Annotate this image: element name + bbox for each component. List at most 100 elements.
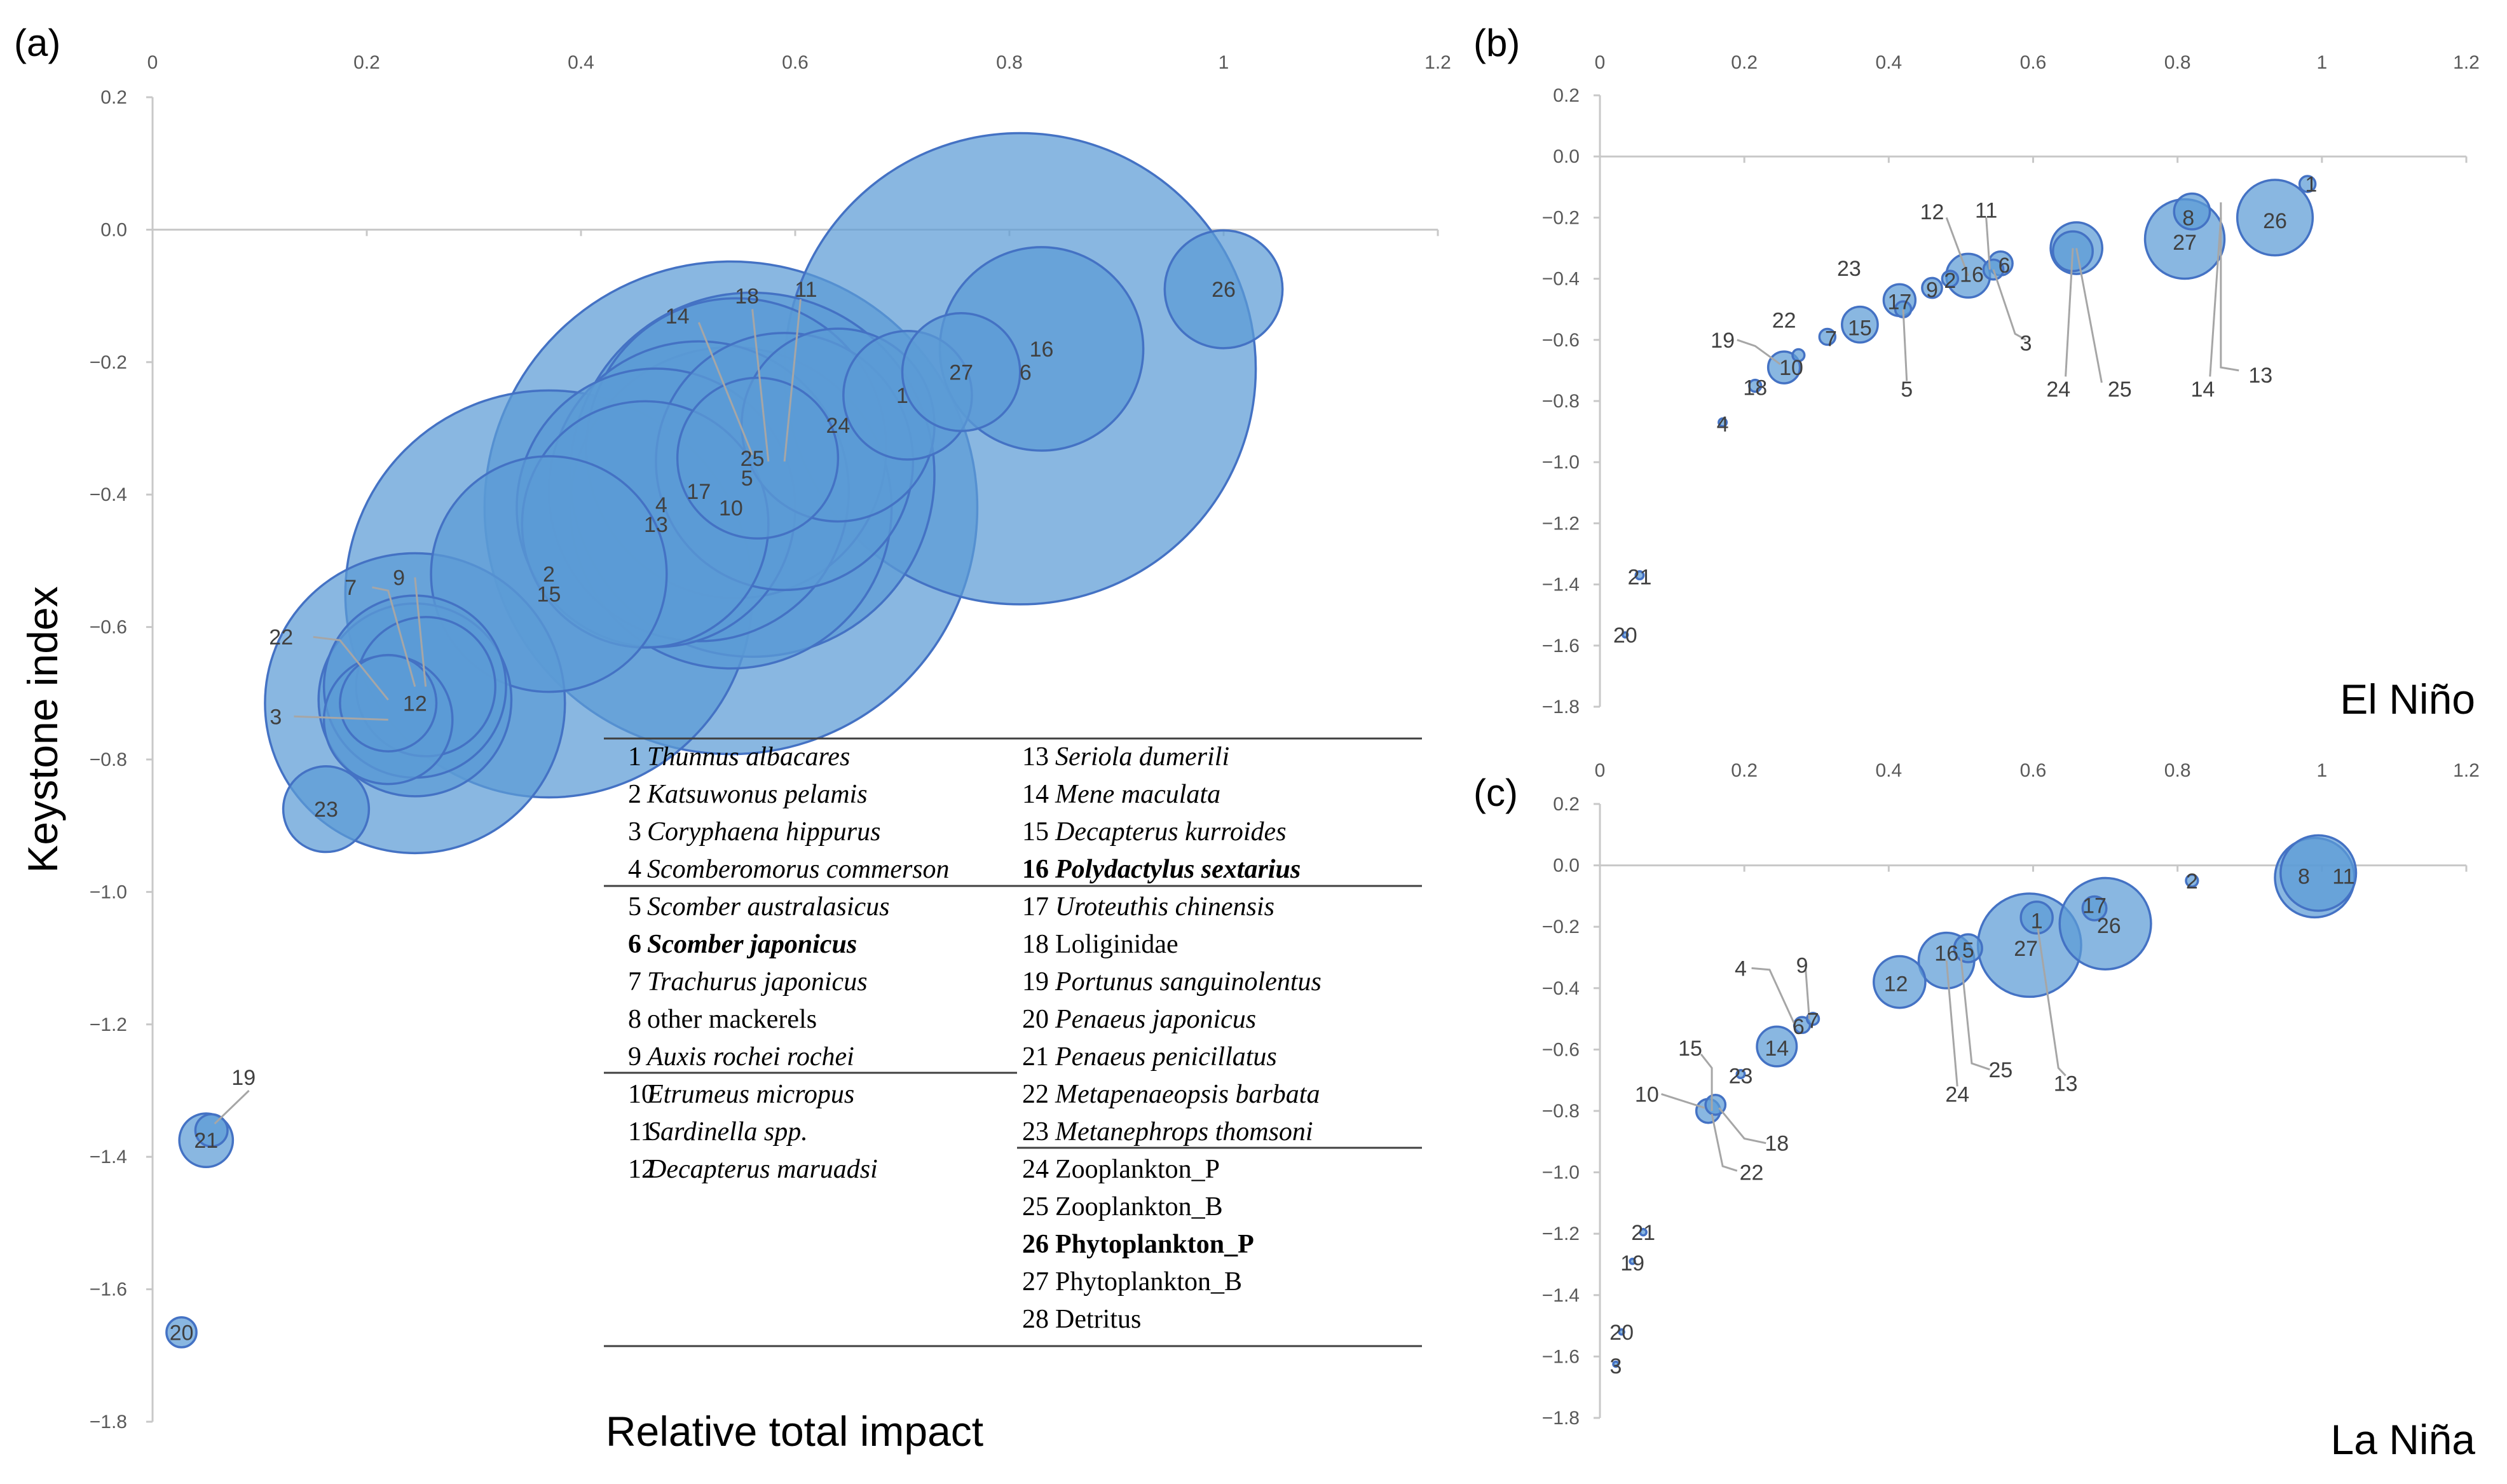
point-label-12: 12	[1920, 200, 1944, 224]
x-tick-label: 0.4	[1875, 52, 1902, 73]
bubble-point-10	[1766, 350, 1801, 385]
panel-a-tag: (a)	[14, 22, 60, 64]
panel-c-caption: La Niña	[2331, 1416, 2476, 1463]
point-label-13: 13	[2248, 364, 2272, 388]
bubble-point-22	[1791, 348, 1806, 362]
point-label-17: 17	[1887, 290, 1911, 315]
bubble-point-2	[2185, 873, 2199, 888]
x-tick-label: 1.2	[2453, 760, 2480, 781]
bubble-point-21	[1639, 1228, 1648, 1237]
point-label-18: 18	[1765, 1132, 1789, 1156]
x-tick-label: 0.6	[782, 52, 809, 73]
legend-entry-20: 20 Penaeus japonicus	[1022, 1005, 1256, 1034]
point-label-13: 13	[644, 513, 668, 537]
bubble-point-1	[2298, 175, 2317, 193]
point-label-3: 3	[1610, 1354, 1622, 1378]
bubble-point-27	[901, 312, 1021, 432]
legend-entry-6: 6 Scomber japonicus	[628, 930, 857, 959]
y-tick-label: −1.2	[90, 1014, 127, 1035]
legend-entry-17: 17 Uroteuthis chinensis	[1022, 892, 1274, 922]
legend-entry-10: 10Etrumeus micropus	[628, 1080, 854, 1109]
y-tick-label: −0.6	[1542, 330, 1580, 351]
bubble-point-23	[282, 765, 371, 854]
y-tick-label: −1.0	[90, 882, 127, 902]
point-label-6: 6	[1020, 360, 1032, 385]
legend-entry-8: 8 other mackerels	[628, 1005, 817, 1034]
point-label-13: 13	[2054, 1072, 2078, 1096]
bubble-point-12	[1873, 955, 1927, 1009]
x-tick-label: 0.8	[2164, 760, 2191, 781]
legend-entry-7: 7 Trachurus japonicus	[628, 967, 868, 997]
leader-line	[1711, 1113, 1738, 1172]
point-label-21: 21	[1628, 566, 1652, 590]
leader-line	[1805, 969, 1810, 1019]
legend-entry-18: 18 Loliginidae	[1022, 930, 1178, 959]
y-tick-label: −0.8	[1542, 391, 1580, 412]
x-tick-label: 0.4	[568, 52, 594, 73]
legend-entry-16: 16 Polydactylus sextarius	[1022, 855, 1301, 884]
bubble-point-26	[1163, 229, 1284, 350]
point-label-26: 26	[1212, 278, 1236, 302]
x-tick-label: 0	[1595, 52, 1606, 73]
point-label-1: 1	[2031, 909, 2043, 934]
point-label-18: 18	[735, 285, 759, 309]
panel-c-chart: 0 0.2 0.4 0.6 0.8 1 1.2 0.2 0.0 −0.2 −0.4 −0.6 −0.8 −…	[1542, 760, 2480, 1429]
point-label-2: 2	[2186, 869, 2198, 894]
legend-entry-25: 25 Zooplankton_B	[1022, 1192, 1223, 1222]
point-label-24: 24	[2046, 378, 2070, 402]
legend-entry-14: 14 Mene maculata	[1022, 780, 1220, 809]
x-tick-label: 0.6	[2020, 760, 2047, 781]
point-label-21: 21	[1631, 1221, 1655, 1245]
y-tick-label: −1.6	[1542, 636, 1580, 657]
bubble-point-23	[1735, 1069, 1746, 1080]
x-tick-label: 1	[2316, 52, 2327, 73]
legend-entry-19: 19 Portunus sanguinolentus	[1022, 967, 1322, 997]
point-label-3: 3	[2020, 332, 2032, 356]
point-label-15: 15	[1678, 1037, 1702, 1061]
point-label-24: 24	[826, 414, 850, 438]
point-label-19: 19	[1620, 1251, 1644, 1276]
bubble-point-14	[1756, 1025, 1798, 1068]
point-label-4: 4	[1717, 412, 1729, 437]
bubble-point-8	[2279, 834, 2358, 912]
panel-a-x-axis-title: Relative total impact	[606, 1408, 983, 1455]
point-label-14: 14	[666, 304, 690, 329]
y-tick-label: −1.8	[90, 1412, 127, 1433]
point-label-23: 23	[1729, 1064, 1753, 1088]
x-tick-label: 0.8	[2164, 52, 2191, 73]
leader-line	[2065, 248, 2074, 377]
legend-entry-3: 3 Coryphaena hippurus	[628, 817, 881, 847]
leader-line	[1902, 309, 1908, 381]
bubble-point-20	[1622, 631, 1629, 639]
x-tick-label: 0	[147, 52, 158, 73]
leader-line	[1945, 217, 1969, 276]
leader-line	[372, 586, 416, 687]
point-label-10: 10	[1779, 356, 1803, 380]
leader-line	[1700, 1053, 1713, 1111]
legend-entry-21: 21 Penaeus penicillatus	[1022, 1042, 1277, 1072]
x-tick-label: 0.2	[1731, 52, 1758, 73]
point-label-16: 16	[1030, 337, 1054, 362]
point-label-8: 8	[2182, 206, 2194, 230]
legend-entry-1: 1 Thunnus albacares	[628, 742, 850, 772]
y-tick-label: −1.2	[1542, 1223, 1580, 1244]
leader-line	[1985, 217, 1991, 270]
y-tick-label: −0.4	[1542, 269, 1580, 290]
point-label-25: 25	[1988, 1058, 2012, 1082]
panel-a-y-axis-title: Keystone index	[19, 586, 66, 873]
leader-line	[1960, 957, 1990, 1071]
y-tick-label: −1.8	[1542, 697, 1580, 718]
y-tick-label: 0.0	[1553, 855, 1580, 876]
bubble-point-17	[2081, 895, 2108, 922]
point-label-15: 15	[1848, 317, 1872, 341]
point-label-7: 7	[1807, 1009, 1819, 1033]
point-label-10: 10	[719, 496, 743, 521]
legend-entry-27: 27 Phytoplankton_B	[1022, 1267, 1242, 1297]
point-label-6: 6	[1998, 254, 2011, 278]
point-label-25: 25	[741, 447, 765, 471]
point-label-5: 5	[1962, 938, 1974, 962]
bubble-point-20	[1618, 1328, 1625, 1336]
point-label-14: 14	[2191, 378, 2215, 402]
point-label-4: 4	[655, 493, 667, 517]
